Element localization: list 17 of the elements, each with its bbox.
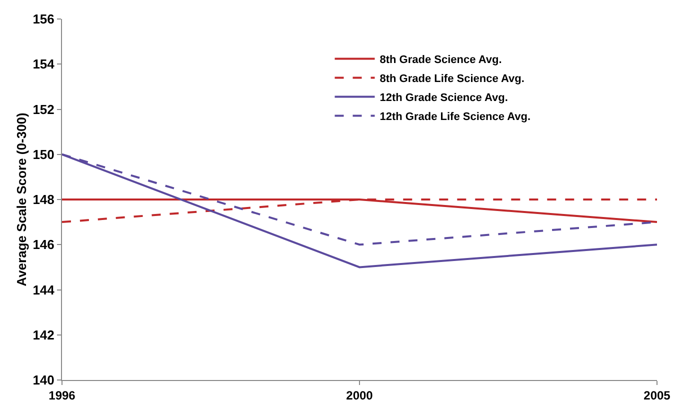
x-tick-label: 1996 xyxy=(48,388,76,402)
y-tick-label: 144 xyxy=(32,282,56,298)
legend-label: 12th Grade Science Avg. xyxy=(380,92,508,104)
y-tick-label: 140 xyxy=(32,372,54,388)
y-axis-title: Average Scale Score (0-300) xyxy=(14,112,29,286)
y-tick-label: 150 xyxy=(32,146,54,162)
legend-label: 8th Grade Life Science Avg. xyxy=(380,73,524,86)
x-tick-label: 2000 xyxy=(346,388,374,402)
y-tick-label: 152 xyxy=(32,102,54,117)
y-tick-label: 146 xyxy=(32,237,54,252)
legend-label: 8th Grade Science Avg. xyxy=(380,54,502,66)
y-tick-label: 154 xyxy=(32,56,56,72)
y-tick-label: 156 xyxy=(32,12,54,27)
x-tick-label: 2005 xyxy=(644,388,671,402)
legend-label: 12th Grade Life Science Avg. xyxy=(380,111,531,124)
y-tick-label: 142 xyxy=(32,327,54,342)
y-tick-label: 148 xyxy=(32,192,54,208)
